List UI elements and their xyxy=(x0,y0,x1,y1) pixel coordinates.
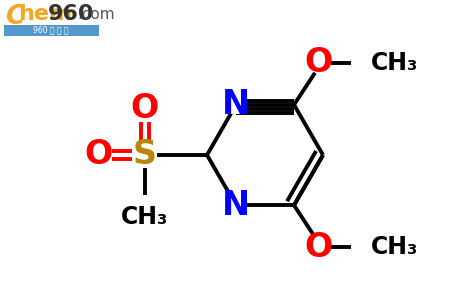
Text: N: N xyxy=(222,189,250,222)
FancyBboxPatch shape xyxy=(136,146,154,164)
FancyBboxPatch shape xyxy=(227,196,245,214)
Text: O: O xyxy=(85,139,113,171)
Text: 960 化 工 网: 960 化 工 网 xyxy=(33,25,69,35)
Text: N: N xyxy=(222,88,250,121)
Text: .com: .com xyxy=(77,7,115,22)
FancyBboxPatch shape xyxy=(227,96,245,114)
Text: C: C xyxy=(5,4,24,30)
FancyBboxPatch shape xyxy=(310,238,328,256)
Text: hem: hem xyxy=(18,4,72,24)
Text: CH₃: CH₃ xyxy=(121,205,169,229)
Text: O: O xyxy=(305,46,333,79)
FancyBboxPatch shape xyxy=(90,146,108,164)
FancyBboxPatch shape xyxy=(136,100,154,118)
Text: O: O xyxy=(305,231,333,264)
Text: O: O xyxy=(131,93,159,125)
Text: 960: 960 xyxy=(48,4,94,24)
Bar xyxy=(4,25,99,36)
Text: S: S xyxy=(133,139,157,171)
Text: CH₃: CH₃ xyxy=(371,51,418,75)
Text: CH₃: CH₃ xyxy=(371,235,418,259)
FancyBboxPatch shape xyxy=(310,54,328,72)
